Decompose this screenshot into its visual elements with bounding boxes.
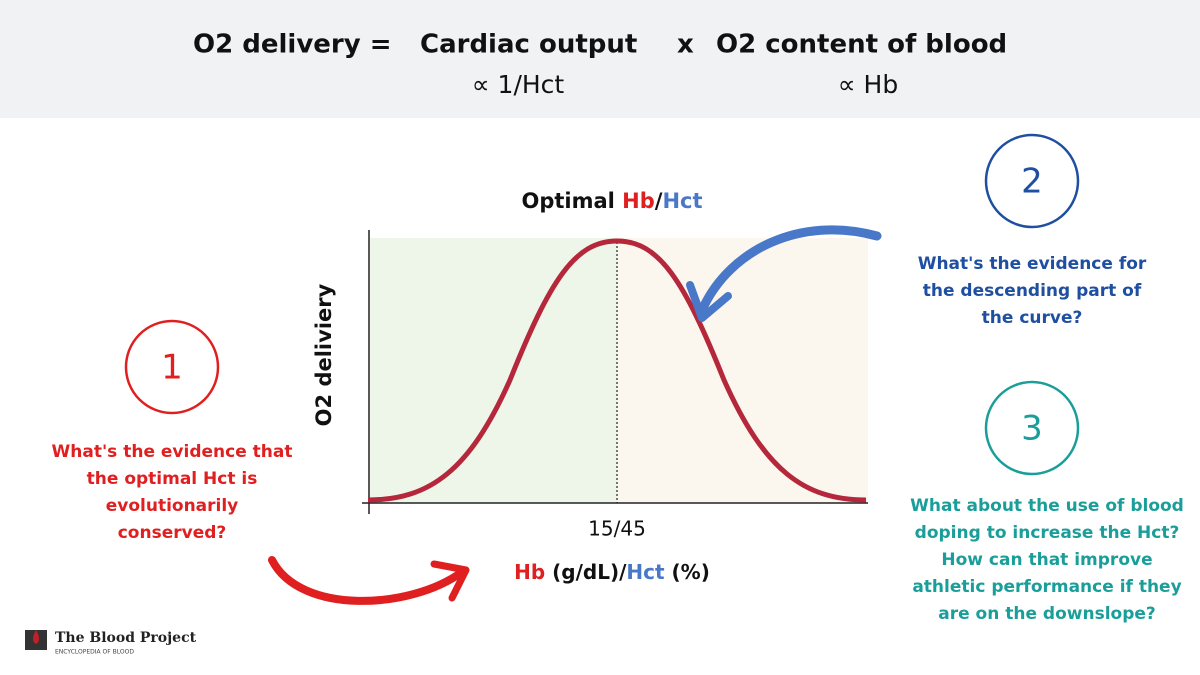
label-part: Hb (514, 560, 545, 584)
question-text: the curve? (982, 308, 1083, 328)
header-term: Cardiac output (420, 30, 637, 60)
question-circle (984, 380, 1080, 476)
title-part: Hb (622, 189, 655, 213)
question-text: conserved? (118, 523, 227, 543)
label-part: Hct (626, 560, 665, 584)
blue-arrowhead (686, 281, 732, 322)
title-part: Optimal (521, 189, 622, 213)
title-part: / (655, 189, 663, 213)
question-text: the optimal Hct is (87, 469, 258, 489)
question-number: 1 (161, 348, 183, 388)
question-text: the descending part of (923, 281, 1142, 301)
question-circle (124, 319, 220, 415)
question-text: are on the downslope? (938, 604, 1156, 624)
logo-name: The Blood Project (55, 630, 197, 646)
logo-drop (33, 630, 39, 644)
question-circle (984, 133, 1080, 229)
question-number: 3 (1021, 409, 1043, 449)
question-text: athletic performance if they (912, 577, 1181, 597)
header-lhs: O2 delivery = (193, 30, 392, 60)
red-arrow (268, 556, 466, 605)
question-text: What's the evidence that (52, 442, 293, 462)
header-band (0, 0, 1200, 118)
question-text: doping to increase the Hct? (915, 523, 1180, 543)
label-part: (%) (665, 560, 710, 584)
x-axis-label: Hb (g/dL)/Hct (%) (514, 560, 710, 584)
graph-title: Optimal Hb/Hct (521, 189, 702, 213)
y-axis-label: O2 deliviery (312, 283, 336, 426)
header-relation: ∝ 1/Hct (472, 70, 565, 99)
question-text: evolutionarily (106, 496, 239, 516)
question-text: How can that improve (941, 550, 1152, 570)
question-number: 2 (1021, 162, 1043, 202)
label-part: (g/dL)/ (545, 560, 627, 584)
title-part: Hct (662, 189, 702, 213)
header-relation: ∝ Hb (838, 70, 898, 99)
question-text: What about the use of blood (910, 496, 1184, 516)
left-region (370, 238, 617, 503)
right-region (617, 238, 868, 503)
x-tick-label: 15/45 (588, 517, 646, 541)
blue-arrow (698, 225, 882, 313)
header-operator: x (677, 30, 694, 60)
header-term: O2 content of blood (716, 30, 1007, 60)
logo-tagline: ENCYCLOPEDIA OF BLOOD (55, 649, 134, 656)
curve (367, 238, 867, 503)
red-arrowhead (430, 560, 470, 602)
question-text: What's the evidence for (918, 254, 1147, 274)
